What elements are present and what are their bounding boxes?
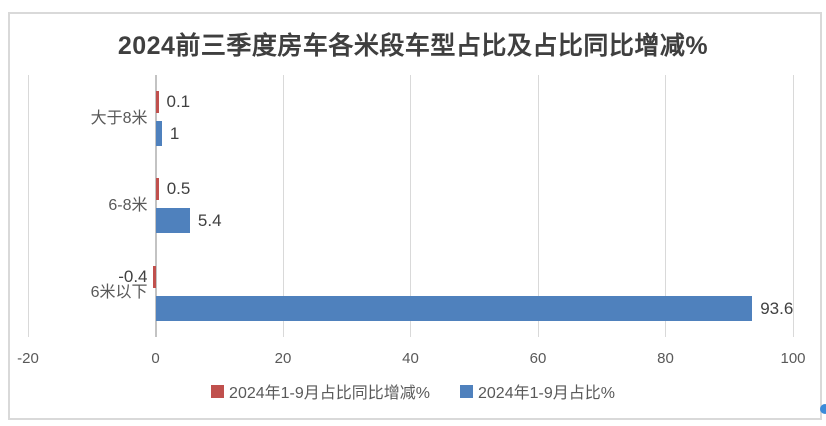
chart-bar [152, 265, 156, 288]
chart-bar [155, 91, 159, 113]
gridline [410, 75, 411, 337]
data-label: -0.4 [118, 266, 148, 286]
axis-zero-line [154, 75, 157, 337]
gridline [282, 75, 284, 337]
data-label: 1 [169, 124, 180, 143]
chart-title: 2024前三季度房车各米段车型占比及占比同比增减% [117, 32, 709, 60]
chart-frame [8, 12, 822, 420]
data-label: 0.5 [166, 179, 191, 199]
legend-item: 2024年1-9月占比% [460, 379, 615, 403]
data-label: 0.1 [166, 92, 191, 111]
category-label: 6-8米 [108, 197, 148, 214]
data-label: 93.6 [760, 298, 794, 318]
category-label: 6米以下 [90, 284, 148, 302]
category-label: 大于8米 [90, 109, 148, 127]
chart-bar [155, 121, 162, 146]
chart-bar [155, 208, 190, 234]
gridline [665, 75, 666, 337]
legend-label: 2024年1-9月占比同比增减% [229, 385, 430, 402]
x-axis-tick-label: 80 [657, 350, 674, 367]
legend-swatch-icon [211, 384, 225, 398]
legend-label: 2024年1-9月占比% [478, 385, 615, 402]
x-axis-tick-label: 20 [274, 350, 292, 367]
gridline [792, 75, 794, 337]
chart-resize-handle[interactable] [820, 404, 826, 414]
chart-legend: 2024年1-9月占比同比增减% 2024年1-9月占比% [0, 379, 826, 403]
x-axis-tick-label: 100 [780, 350, 806, 367]
chart-bar [155, 178, 159, 201]
legend-swatch-icon [460, 384, 473, 398]
x-axis-tick-label: 0 [151, 350, 160, 367]
gridline [27, 75, 29, 337]
data-label: 5.4 [197, 211, 222, 231]
x-axis-tick-label: -20 [17, 350, 39, 367]
chart-bar [155, 295, 753, 321]
x-axis-tick-label: 60 [529, 350, 547, 367]
legend-item: 2024年1-9月占比同比增减% [211, 379, 430, 403]
gridline [537, 75, 539, 337]
x-axis-tick-label: 40 [402, 350, 419, 367]
